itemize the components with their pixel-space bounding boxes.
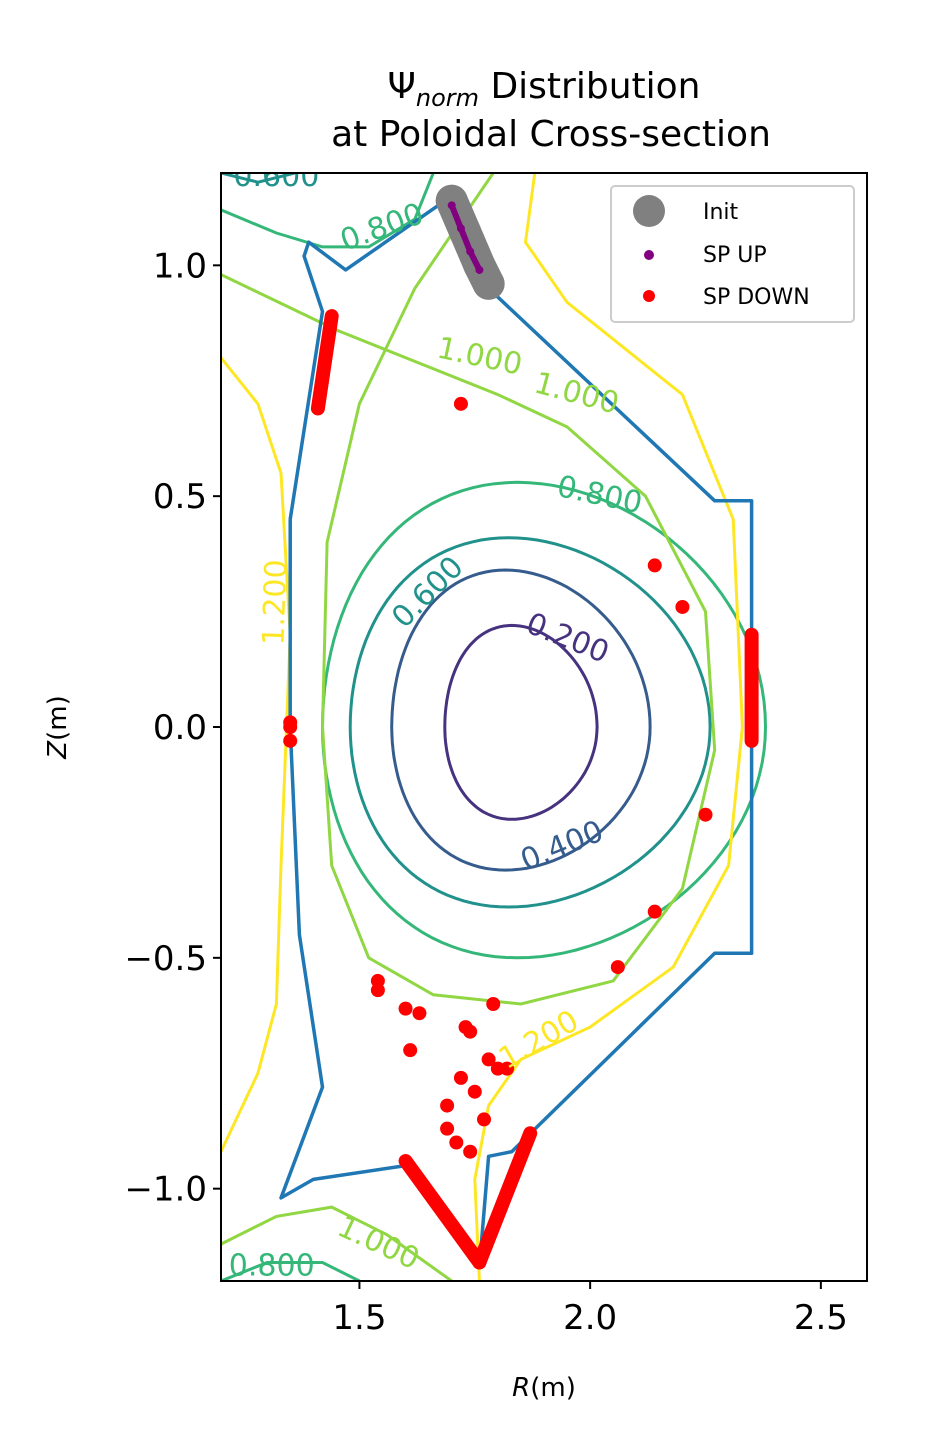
contour-1.2 bbox=[221, 356, 292, 1153]
contour-label: 0.200 bbox=[521, 606, 614, 671]
sp-down-point bbox=[449, 1135, 464, 1150]
sp-up-point bbox=[447, 201, 456, 210]
contour-1 bbox=[221, 173, 717, 1006]
legend: Init SP UP SP DOWN bbox=[610, 185, 855, 323]
legend-init-label: Init bbox=[703, 200, 739, 225]
contour-0.8 bbox=[221, 173, 435, 249]
sp-down-strip bbox=[472, 1126, 538, 1270]
contour-0.6 bbox=[221, 173, 296, 184]
sp-down-point bbox=[403, 1043, 418, 1058]
contour-0.6 bbox=[348, 536, 712, 909]
contour-0.8 bbox=[221, 1261, 361, 1281]
sp-down-point bbox=[647, 904, 662, 919]
y-axis-ticks: 1.0 0.5 0.0 −0.5 −1.0 bbox=[124, 246, 221, 1210]
plot-area: 0.200 0.400 0.600 0.800 1.000 1.000 1.200 1.200… bbox=[221, 159, 767, 1284]
legend-sp-down-label: SP DOWN bbox=[703, 285, 810, 310]
contour-label: 1.200 bbox=[256, 559, 294, 646]
contour-0.2 bbox=[443, 623, 599, 821]
vessel-wall bbox=[279, 194, 754, 1269]
sp-up-trace bbox=[448, 202, 483, 273]
y-tick-label: 1.0 bbox=[153, 246, 207, 286]
sp-down-point bbox=[283, 733, 298, 748]
contour-label: 0.800 bbox=[554, 469, 645, 521]
x-axis-label: R(m) bbox=[512, 1373, 576, 1403]
y-axis-unit: (m) bbox=[43, 695, 73, 741]
title-subscript: norm bbox=[416, 84, 479, 112]
x-axis-unit: (m) bbox=[530, 1373, 576, 1403]
sp-down-point bbox=[481, 1052, 496, 1067]
sp-down-point bbox=[477, 1112, 492, 1127]
sp-down-point bbox=[370, 983, 385, 998]
legend-sp-up-label: SP UP bbox=[703, 243, 767, 268]
x-axis-ticks: 1.5 2.0 2.5 bbox=[332, 1281, 848, 1338]
contour-0.4 bbox=[390, 568, 652, 872]
x-axis-var: R bbox=[512, 1373, 530, 1403]
legend-sp-down-marker bbox=[643, 290, 655, 302]
contour-label: 1.200 bbox=[493, 1003, 585, 1076]
x-tick-label: 2.5 bbox=[794, 1298, 848, 1338]
y-axis-var: Z bbox=[43, 740, 73, 760]
sp-down-strip bbox=[398, 1154, 487, 1270]
sp-up-point bbox=[456, 224, 465, 233]
wall-outline bbox=[279, 194, 754, 1269]
contour-label: 0.800 bbox=[336, 196, 429, 258]
contour-0.8 bbox=[320, 480, 767, 960]
sp-down-point bbox=[283, 715, 298, 730]
x-tick-label: 2.0 bbox=[563, 1298, 617, 1338]
contour-lines bbox=[221, 173, 767, 1281]
sp-down-strip bbox=[310, 309, 339, 416]
sp-up-point bbox=[475, 265, 484, 274]
sp-down-point bbox=[467, 1084, 482, 1099]
sp-down-point bbox=[440, 1121, 455, 1136]
chart-title-line1: Ψnorm Distribution bbox=[388, 66, 701, 112]
sp-down-point bbox=[453, 1070, 468, 1085]
y-tick-label: −1.0 bbox=[124, 1170, 207, 1210]
y-tick-label: 0.0 bbox=[153, 708, 207, 748]
sp-down-point bbox=[412, 1006, 427, 1021]
legend-box bbox=[610, 185, 855, 323]
sp-down-point bbox=[463, 1024, 478, 1039]
sp-down-point bbox=[486, 997, 501, 1011]
sp-down-point bbox=[398, 1001, 413, 1016]
sp-down-point bbox=[698, 807, 713, 822]
legend-sp-up-marker bbox=[644, 250, 654, 260]
sp-down-point bbox=[675, 599, 690, 614]
sp-up-point bbox=[466, 247, 475, 256]
y-tick-label: 0.5 bbox=[153, 477, 207, 517]
contour-1.2 bbox=[473, 173, 744, 1281]
title-psi: Ψ bbox=[388, 66, 416, 107]
sp-down-point bbox=[647, 558, 662, 573]
sp-down-point bbox=[610, 960, 625, 975]
x-tick-label: 1.5 bbox=[332, 1298, 386, 1338]
legend-init-marker bbox=[633, 195, 665, 227]
y-tick-label: −0.5 bbox=[124, 939, 207, 979]
sp-down-point bbox=[453, 396, 468, 411]
sp-down-point bbox=[440, 1098, 455, 1113]
contour-label: 0.800 bbox=[229, 1249, 315, 1284]
contour-label: 1.000 bbox=[531, 366, 623, 422]
contour-label: 0.400 bbox=[516, 814, 609, 879]
sp-down-point bbox=[500, 1061, 515, 1076]
y-axis-label: Z(m) bbox=[43, 695, 73, 759]
title-rest: Distribution bbox=[479, 66, 700, 107]
strike-point-markers bbox=[283, 184, 759, 1270]
contour-1 bbox=[221, 1205, 453, 1281]
sp-down-point bbox=[463, 1144, 478, 1159]
chart-title-line2: at Poloidal Cross-section bbox=[331, 114, 771, 155]
contour-label: 0.600 bbox=[233, 159, 319, 194]
contour-label: 1.000 bbox=[332, 1209, 425, 1277]
